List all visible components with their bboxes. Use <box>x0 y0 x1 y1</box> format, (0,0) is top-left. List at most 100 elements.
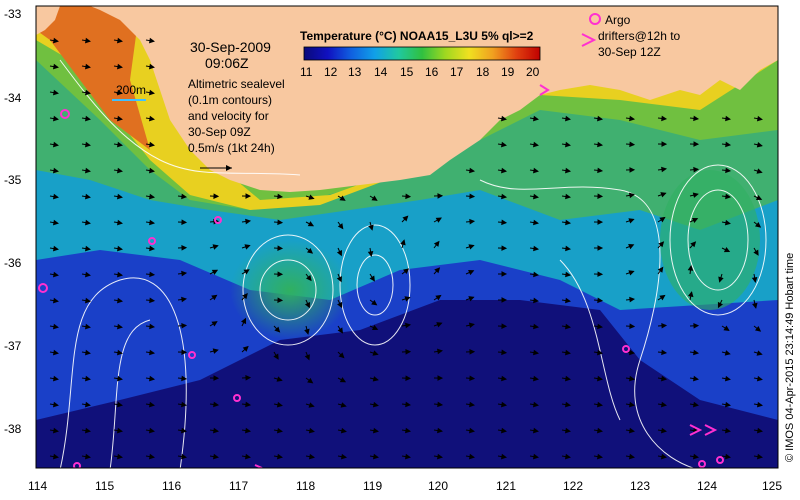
velocity-arrowhead <box>692 375 699 382</box>
velocity-arrowhead <box>181 375 188 382</box>
velocity-arrowhead <box>754 325 762 332</box>
velocity-arrowhead <box>628 270 635 276</box>
velocity-arrowhead <box>501 323 508 329</box>
lat-tick-34: -34 <box>4 91 22 105</box>
velocity-arrowhead <box>565 167 572 174</box>
altimetry-line-4: 30-Sep 09Z <box>188 125 251 139</box>
velocity-arrowhead <box>372 324 379 331</box>
velocity-arrowhead <box>597 245 604 251</box>
velocity-arrowhead <box>692 453 699 460</box>
coastal-hot-band <box>36 6 150 150</box>
velocity-arrowhead <box>308 453 315 460</box>
velocity-arrowhead <box>276 401 283 408</box>
velocity-arrowhead <box>277 297 284 303</box>
velocity-arrowhead <box>276 427 283 434</box>
argo-legend: Argo drifters@12h to 30-Sep 12Z <box>581 13 681 59</box>
velocity-arrowhead <box>629 167 636 173</box>
velocity-arrowhead <box>276 453 283 460</box>
velocity-arrowhead <box>469 218 476 225</box>
velocity-arrowhead <box>629 323 636 330</box>
velocity-arrowhead <box>304 302 311 309</box>
velocity-arrowhead <box>469 401 476 408</box>
velocity-arrowhead <box>336 249 343 257</box>
velocity-arrowhead <box>84 89 91 96</box>
velocity-arrowhead <box>468 270 475 276</box>
argo-line-3: 30-Sep 12Z <box>598 45 661 59</box>
velocity-arrowhead <box>368 224 374 231</box>
velocity-arrowhead <box>244 244 251 250</box>
velocity-arrowhead <box>660 427 667 434</box>
velocity-arrowhead <box>661 166 668 173</box>
colorbar: Temperature (°C) NOAA15_L3U 5% ql>=2 11 … <box>300 29 541 79</box>
velocity-arrowhead <box>693 141 700 147</box>
lat-tick-37: -37 <box>4 339 22 353</box>
velocity-arrowhead <box>628 192 635 199</box>
land-strip <box>36 6 60 35</box>
velocity-arrowhead <box>724 375 731 382</box>
velocity-arrowhead <box>437 401 444 408</box>
velocity-arrowhead <box>245 193 252 199</box>
velocity-arrowhead <box>84 219 91 226</box>
velocity-arrowhead <box>52 375 59 382</box>
velocity-arrowhead <box>403 268 410 275</box>
plot-frame <box>35 5 779 469</box>
velocity-arrowhead <box>367 251 374 258</box>
velocity-arrowhead <box>629 141 636 148</box>
velocity-arrowhead <box>371 195 378 201</box>
velocity-arrowhead <box>212 453 219 460</box>
velocity-arrowhead <box>501 167 508 174</box>
altimetry-line-3: and velocity for <box>188 109 269 123</box>
velocity-arrowhead <box>212 348 219 354</box>
velocity-arrowhead <box>337 223 344 230</box>
warm-eddy <box>230 240 350 340</box>
velocity-arrowhead <box>565 141 571 148</box>
velocity-arrowhead <box>117 245 124 252</box>
velocity-arrowhead <box>116 375 123 382</box>
cb-tick-20: 20 <box>526 65 540 79</box>
velocity-arrowhead <box>500 115 507 122</box>
velocity-arrowhead <box>437 375 444 381</box>
lon-tick-124: 124 <box>697 479 717 493</box>
velocity-arrowhead <box>501 297 508 303</box>
credit-text: © IMOS 04-Apr-2015 23:14:49 Hobart time <box>784 253 796 462</box>
velocity-arrowhead <box>564 427 571 434</box>
velocity-arrowhead <box>117 323 124 330</box>
velocity-arrowhead <box>660 453 667 460</box>
argo-line-2: drifters@12h to <box>598 29 681 43</box>
cb-tick-12: 12 <box>324 65 338 79</box>
lat-axis: -33 -34 -35 -36 -37 -38 <box>4 7 22 436</box>
argo-floats <box>38 109 724 468</box>
velocity-arrowhead <box>532 427 539 434</box>
velocity-arrowhead <box>564 375 571 382</box>
velocity-arrowhead <box>181 270 188 277</box>
velocity-arrowhead <box>500 427 507 434</box>
velocity-arrowhead <box>532 453 539 460</box>
velocity-arrowhead <box>533 271 540 278</box>
velocity-arrowhead <box>117 349 123 356</box>
velocity-arrowhead <box>372 427 379 434</box>
velocity-arrowhead <box>725 193 732 200</box>
velocity-arrowhead <box>533 219 540 226</box>
velocity-arrowhead <box>628 427 635 434</box>
velocity-arrowhead <box>597 141 604 148</box>
velocity-arrowhead <box>533 323 540 330</box>
colorbar-title: Temperature (°C) NOAA15_L3U 5% ql>=2 <box>300 29 534 43</box>
velocity-arrowhead <box>276 376 283 382</box>
velocity-arrowhead <box>629 349 636 356</box>
velocity-arrowhead <box>84 453 91 460</box>
velocity-arrowhead <box>213 427 220 434</box>
velocity-arrowhead <box>754 221 762 228</box>
velocity-arrowhead <box>304 354 310 361</box>
velocity-arrowhead <box>116 115 123 122</box>
cold-water-south <box>36 300 778 468</box>
velocity-arrowhead <box>693 323 700 329</box>
lon-tick-116: 116 <box>162 479 181 493</box>
depth-scale-label: 200m <box>116 83 146 97</box>
lon-tick-123: 123 <box>630 479 650 493</box>
velocity-arrowhead <box>597 349 604 356</box>
velocity-arrowhead <box>308 427 315 434</box>
land-mass <box>90 6 778 192</box>
velocity-arrowhead <box>501 349 508 356</box>
velocity-arrowhead <box>52 401 59 408</box>
velocity-arrowhead <box>84 271 91 278</box>
